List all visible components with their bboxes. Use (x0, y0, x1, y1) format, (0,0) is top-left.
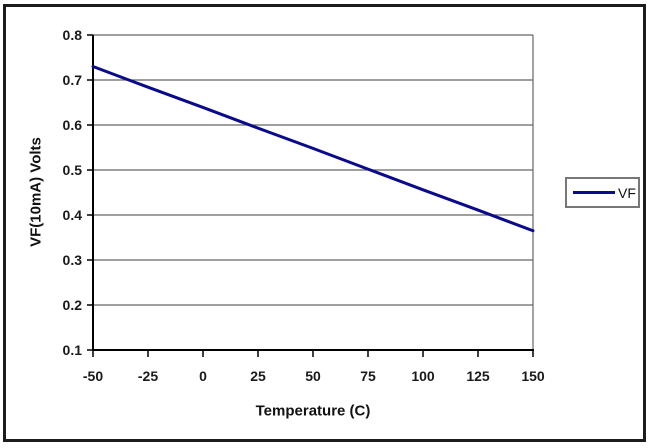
y-tick-label: 0.8 (63, 27, 83, 43)
legend: VF (565, 177, 640, 208)
figure-border (3, 4, 646, 442)
vf-series-line (91, 65, 535, 233)
x-tick-label: 125 (466, 368, 490, 384)
x-tick-label: 150 (521, 368, 545, 384)
x-tick-label: 25 (250, 368, 266, 384)
x-tick-label: 75 (360, 368, 376, 384)
x-axis-title: Temperature (C) (255, 402, 371, 420)
y-tick-label: 0.3 (63, 252, 83, 268)
y-tick-label: 0.7 (63, 72, 83, 88)
y-axis-title: VF(10mA) Volts (27, 137, 45, 247)
x-tick-label: 50 (305, 368, 321, 384)
y-tick-label: 0.6 (63, 117, 83, 133)
x-tick-label: 100 (411, 368, 435, 384)
x-tick-label: -50 (83, 368, 103, 384)
y-tick-label: 0.4 (63, 207, 83, 223)
y-tick-label: 0.1 (63, 342, 83, 358)
y-tick-label: 0.5 (63, 162, 83, 178)
x-tick-label: -25 (138, 368, 158, 384)
legend-label: VF (618, 184, 636, 201)
y-tick-label: 0.2 (63, 297, 83, 313)
x-tick-label: 0 (199, 368, 207, 384)
legend-line-swatch (573, 191, 615, 194)
